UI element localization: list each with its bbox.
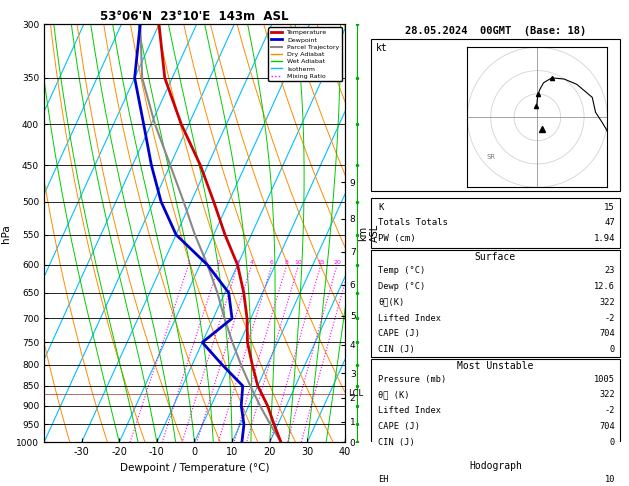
Text: PW (cm): PW (cm) [378, 234, 416, 243]
Bar [370, 250, 620, 357]
Text: EH: EH [378, 475, 389, 484]
Text: CIN (J): CIN (J) [378, 345, 415, 354]
Text: Hodograph: Hodograph [469, 461, 522, 471]
Text: -2: -2 [604, 313, 615, 323]
Text: 1005: 1005 [594, 375, 615, 383]
Text: Totals Totals: Totals Totals [378, 218, 448, 227]
Text: 1: 1 [187, 260, 191, 265]
Title: 53°06'N  23°10'E  143m  ASL: 53°06'N 23°10'E 143m ASL [100, 10, 289, 23]
Text: Lifted Index: Lifted Index [378, 406, 442, 416]
Text: θᴇ (K): θᴇ (K) [378, 390, 409, 399]
Bar [370, 39, 620, 191]
Text: 322: 322 [599, 390, 615, 399]
Text: 4: 4 [250, 260, 253, 265]
Text: 1.94: 1.94 [594, 234, 615, 243]
Text: 6: 6 [270, 260, 274, 265]
Bar [370, 359, 620, 457]
Text: 28.05.2024  00GMT  (Base: 18): 28.05.2024 00GMT (Base: 18) [405, 26, 586, 36]
Text: CAPE (J): CAPE (J) [378, 422, 420, 431]
Legend: Temperature, Dewpoint, Parcel Trajectory, Dry Adiabat, Wet Adiabat, Isotherm, Mi: Temperature, Dewpoint, Parcel Trajectory… [269, 27, 342, 81]
Text: 0: 0 [610, 438, 615, 447]
X-axis label: Dewpoint / Temperature (°C): Dewpoint / Temperature (°C) [120, 463, 269, 473]
Text: 8: 8 [285, 260, 289, 265]
Text: Temp (°C): Temp (°C) [378, 266, 426, 275]
Text: 10: 10 [295, 260, 303, 265]
Y-axis label: km
ASL: km ASL [359, 224, 380, 243]
Text: Pressure (mb): Pressure (mb) [378, 375, 447, 383]
Text: 15: 15 [604, 203, 615, 212]
Text: -2: -2 [604, 406, 615, 416]
Text: Lifted Index: Lifted Index [378, 313, 442, 323]
Text: K: K [378, 203, 384, 212]
Text: 23: 23 [604, 266, 615, 275]
Text: 12.6: 12.6 [594, 282, 615, 291]
Text: 0: 0 [610, 345, 615, 354]
Bar [370, 198, 620, 248]
Text: Most Unstable: Most Unstable [457, 361, 533, 371]
Text: 322: 322 [599, 297, 615, 307]
Bar [370, 459, 620, 486]
Text: 3: 3 [236, 260, 240, 265]
Text: 47: 47 [604, 218, 615, 227]
Y-axis label: hPa: hPa [1, 224, 11, 243]
Text: 704: 704 [599, 330, 615, 338]
Text: 20: 20 [333, 260, 341, 265]
Text: 10: 10 [604, 475, 615, 484]
Text: CIN (J): CIN (J) [378, 438, 415, 447]
Text: LCL: LCL [348, 389, 363, 399]
Text: CAPE (J): CAPE (J) [378, 330, 420, 338]
Text: 704: 704 [599, 422, 615, 431]
Text: 15: 15 [317, 260, 325, 265]
Text: Dewp (°C): Dewp (°C) [378, 282, 426, 291]
Text: Surface: Surface [475, 252, 516, 262]
Text: kt: kt [376, 43, 387, 53]
Text: 2: 2 [217, 260, 221, 265]
Text: θᴇ(K): θᴇ(K) [378, 297, 404, 307]
